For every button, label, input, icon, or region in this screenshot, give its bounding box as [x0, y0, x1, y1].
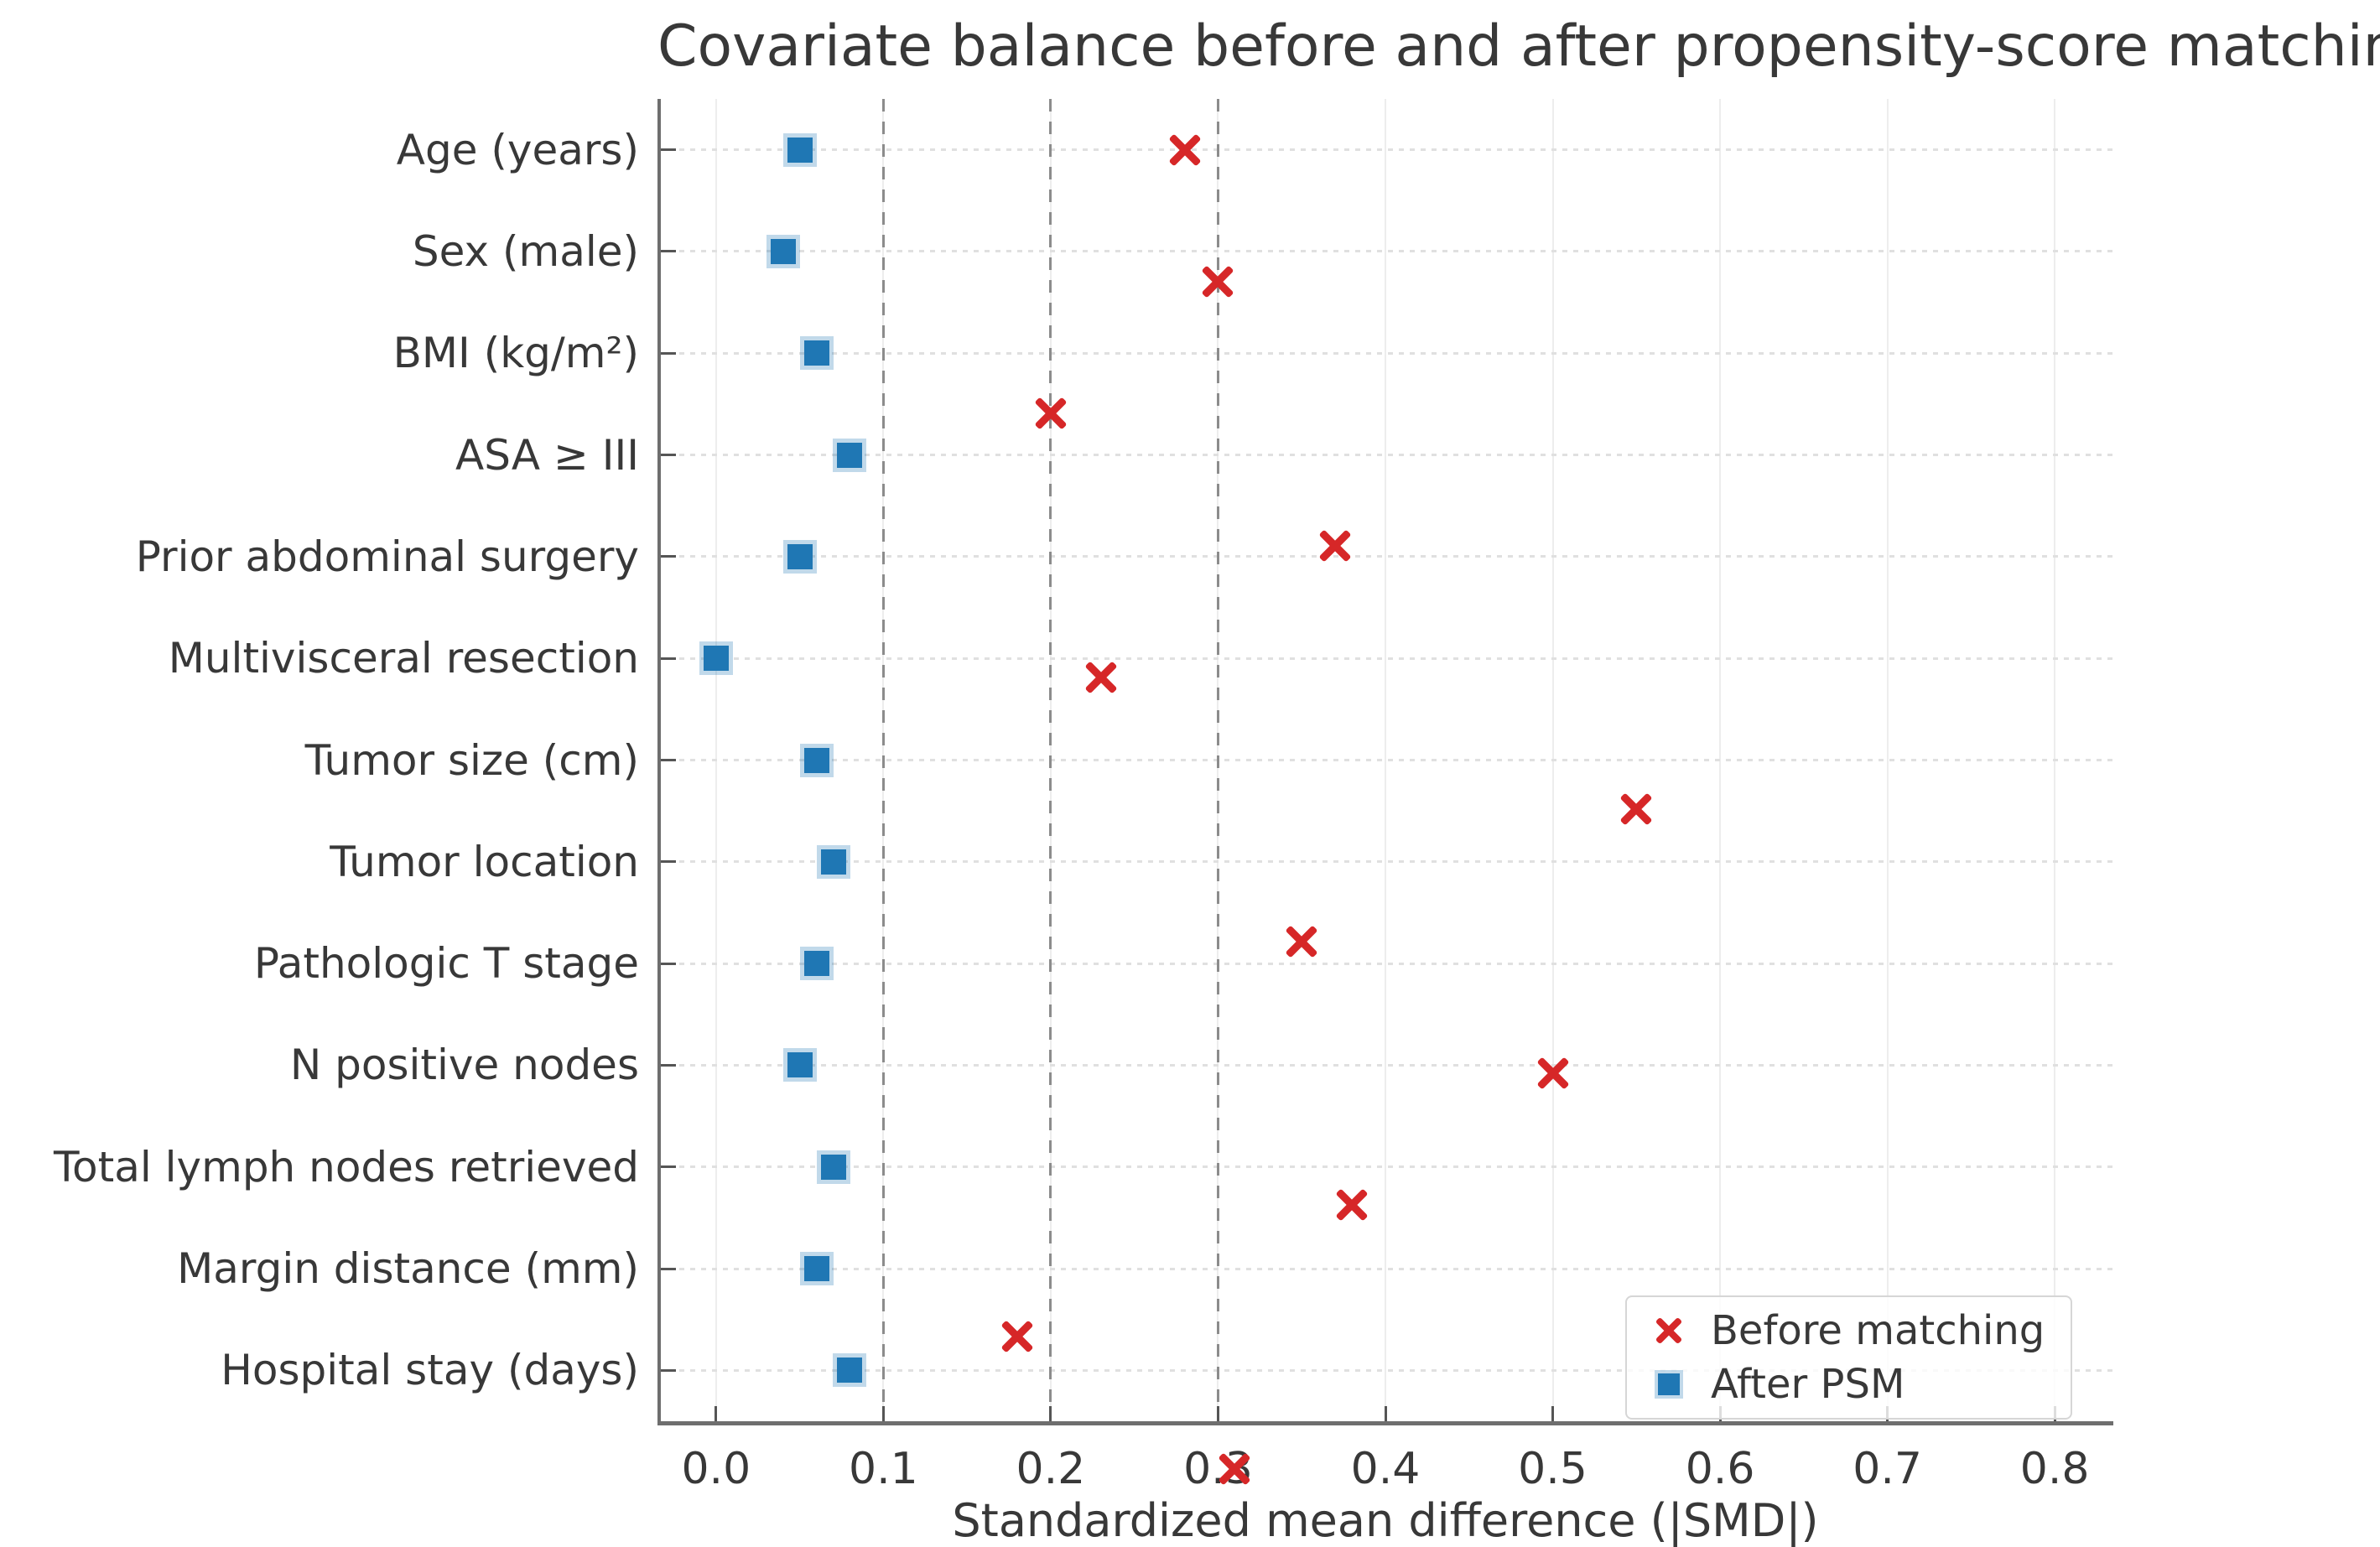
row-gridline [657, 759, 2113, 761]
x-tick-label: 0.1 [849, 1444, 918, 1494]
category-label: Margin distance (mm) [177, 1244, 639, 1294]
y-tick-mark [661, 962, 676, 965]
row-gridline [657, 250, 2113, 253]
row-gridline [657, 148, 2113, 152]
marker-before-matching [1286, 927, 1317, 957]
marker-after-psm [803, 951, 829, 977]
category-label: Multivisceral resection [168, 634, 639, 683]
legend-label-after-psm: After PSM [1711, 1361, 1905, 1408]
category-label: Pathologic T stage [253, 939, 639, 989]
y-tick-mark [661, 1368, 676, 1372]
marker-after-psm [803, 340, 829, 366]
row-gridline [657, 962, 2113, 965]
marker-after-psm [770, 238, 796, 264]
marker-after-psm [803, 1256, 829, 1282]
marker-after-psm [787, 1052, 813, 1078]
marker-before-matching [1203, 267, 1233, 297]
category-label: Total lymph nodes retrieved [53, 1142, 639, 1191]
row-gridline [657, 1267, 2113, 1270]
marker-before-matching [1086, 662, 1116, 693]
marker-before-matching [1170, 135, 1200, 165]
x-tick-mark [1551, 1406, 1555, 1421]
y-tick-mark [661, 860, 676, 864]
marker-after-psm [787, 137, 813, 163]
x-axis-line [657, 1421, 2113, 1425]
y-tick-mark [661, 454, 676, 457]
legend-label-before-matching: Before matching [1711, 1307, 2045, 1354]
x-tick-mark [881, 1406, 885, 1421]
marker-before-matching [1036, 398, 1066, 428]
y-tick-mark [661, 1063, 676, 1067]
y-tick-mark [661, 759, 676, 761]
y-tick-mark [661, 250, 676, 253]
x-tick-label: 0.7 [1853, 1444, 1922, 1494]
threshold-line [1049, 99, 1052, 1421]
marker-before-matching [1538, 1058, 1568, 1088]
marker-before-matching [1320, 531, 1350, 561]
y-tick-mark [661, 351, 676, 355]
marker-before-matching [1002, 1321, 1032, 1352]
row-gridline [657, 1165, 2113, 1169]
row-gridline [657, 1063, 2113, 1067]
category-label: Sex (male) [412, 226, 639, 276]
category-label: N positive nodes [289, 1041, 639, 1090]
x-tick-mark [1049, 1406, 1052, 1421]
row-gridline [657, 657, 2113, 660]
marker-before-matching [1621, 794, 1651, 824]
legend-item-before-matching: Before matching [1627, 1304, 2071, 1358]
x-tick-label: 0.0 [681, 1444, 751, 1494]
marker-after-psm [837, 1358, 863, 1383]
marker-after-psm [820, 1154, 846, 1180]
x-tick-mark [1384, 1406, 1387, 1421]
category-label: Age (years) [396, 125, 639, 174]
row-gridline [657, 454, 2113, 457]
category-label: BMI (kg/m²) [392, 329, 639, 378]
y-tick-mark [661, 148, 676, 152]
category-label: ASA ≥ III [455, 430, 639, 480]
x-tick-label: 0.5 [1518, 1444, 1588, 1494]
marker-after-psm [803, 747, 829, 773]
before-matching-x-icon [1656, 1318, 1681, 1343]
x-tick-label: 0.6 [1685, 1444, 1755, 1494]
x-tick-mark [1216, 1406, 1219, 1421]
legend-swatch-cell [1627, 1373, 1711, 1395]
marker-after-psm [837, 442, 863, 468]
marker-before-matching [1337, 1190, 1367, 1220]
row-gridline [657, 555, 2113, 558]
category-label: Tumor location [330, 837, 639, 886]
x-tick-label: 0.2 [1016, 1444, 1086, 1494]
category-label: Hospital stay (days) [221, 1346, 639, 1395]
legend-swatch-cell [1627, 1318, 1711, 1343]
marker-before-matching [1219, 1454, 1250, 1484]
x-tick-mark [715, 1406, 718, 1421]
y-tick-mark [661, 1165, 676, 1169]
row-gridline [657, 351, 2113, 355]
marker-after-psm [703, 646, 729, 672]
y-axis-line [657, 99, 661, 1425]
category-label: Prior abdominal surgery [135, 532, 639, 581]
y-tick-mark [661, 555, 676, 558]
x-tick-label: 0.8 [2019, 1444, 2090, 1494]
y-tick-mark [661, 657, 676, 660]
marker-after-psm [820, 849, 846, 875]
x-axis-label: Standardized mean difference (|SMD|) [952, 1494, 1819, 1547]
row-gridline [657, 860, 2113, 864]
chart-title: Covariate balance before and after prope… [657, 13, 2380, 80]
row-gridline [657, 1368, 2113, 1372]
legend: Before matching After PSM [1625, 1295, 2072, 1420]
marker-after-psm [787, 543, 813, 569]
y-tick-mark [661, 1267, 676, 1270]
threshold-line [1216, 99, 1219, 1421]
x-tick-label: 0.4 [1350, 1444, 1421, 1494]
legend-item-after-psm: After PSM [1627, 1358, 2071, 1411]
after-psm-square-icon [1658, 1373, 1680, 1395]
category-label: Tumor size (cm) [304, 735, 639, 785]
threshold-line [881, 99, 885, 1421]
